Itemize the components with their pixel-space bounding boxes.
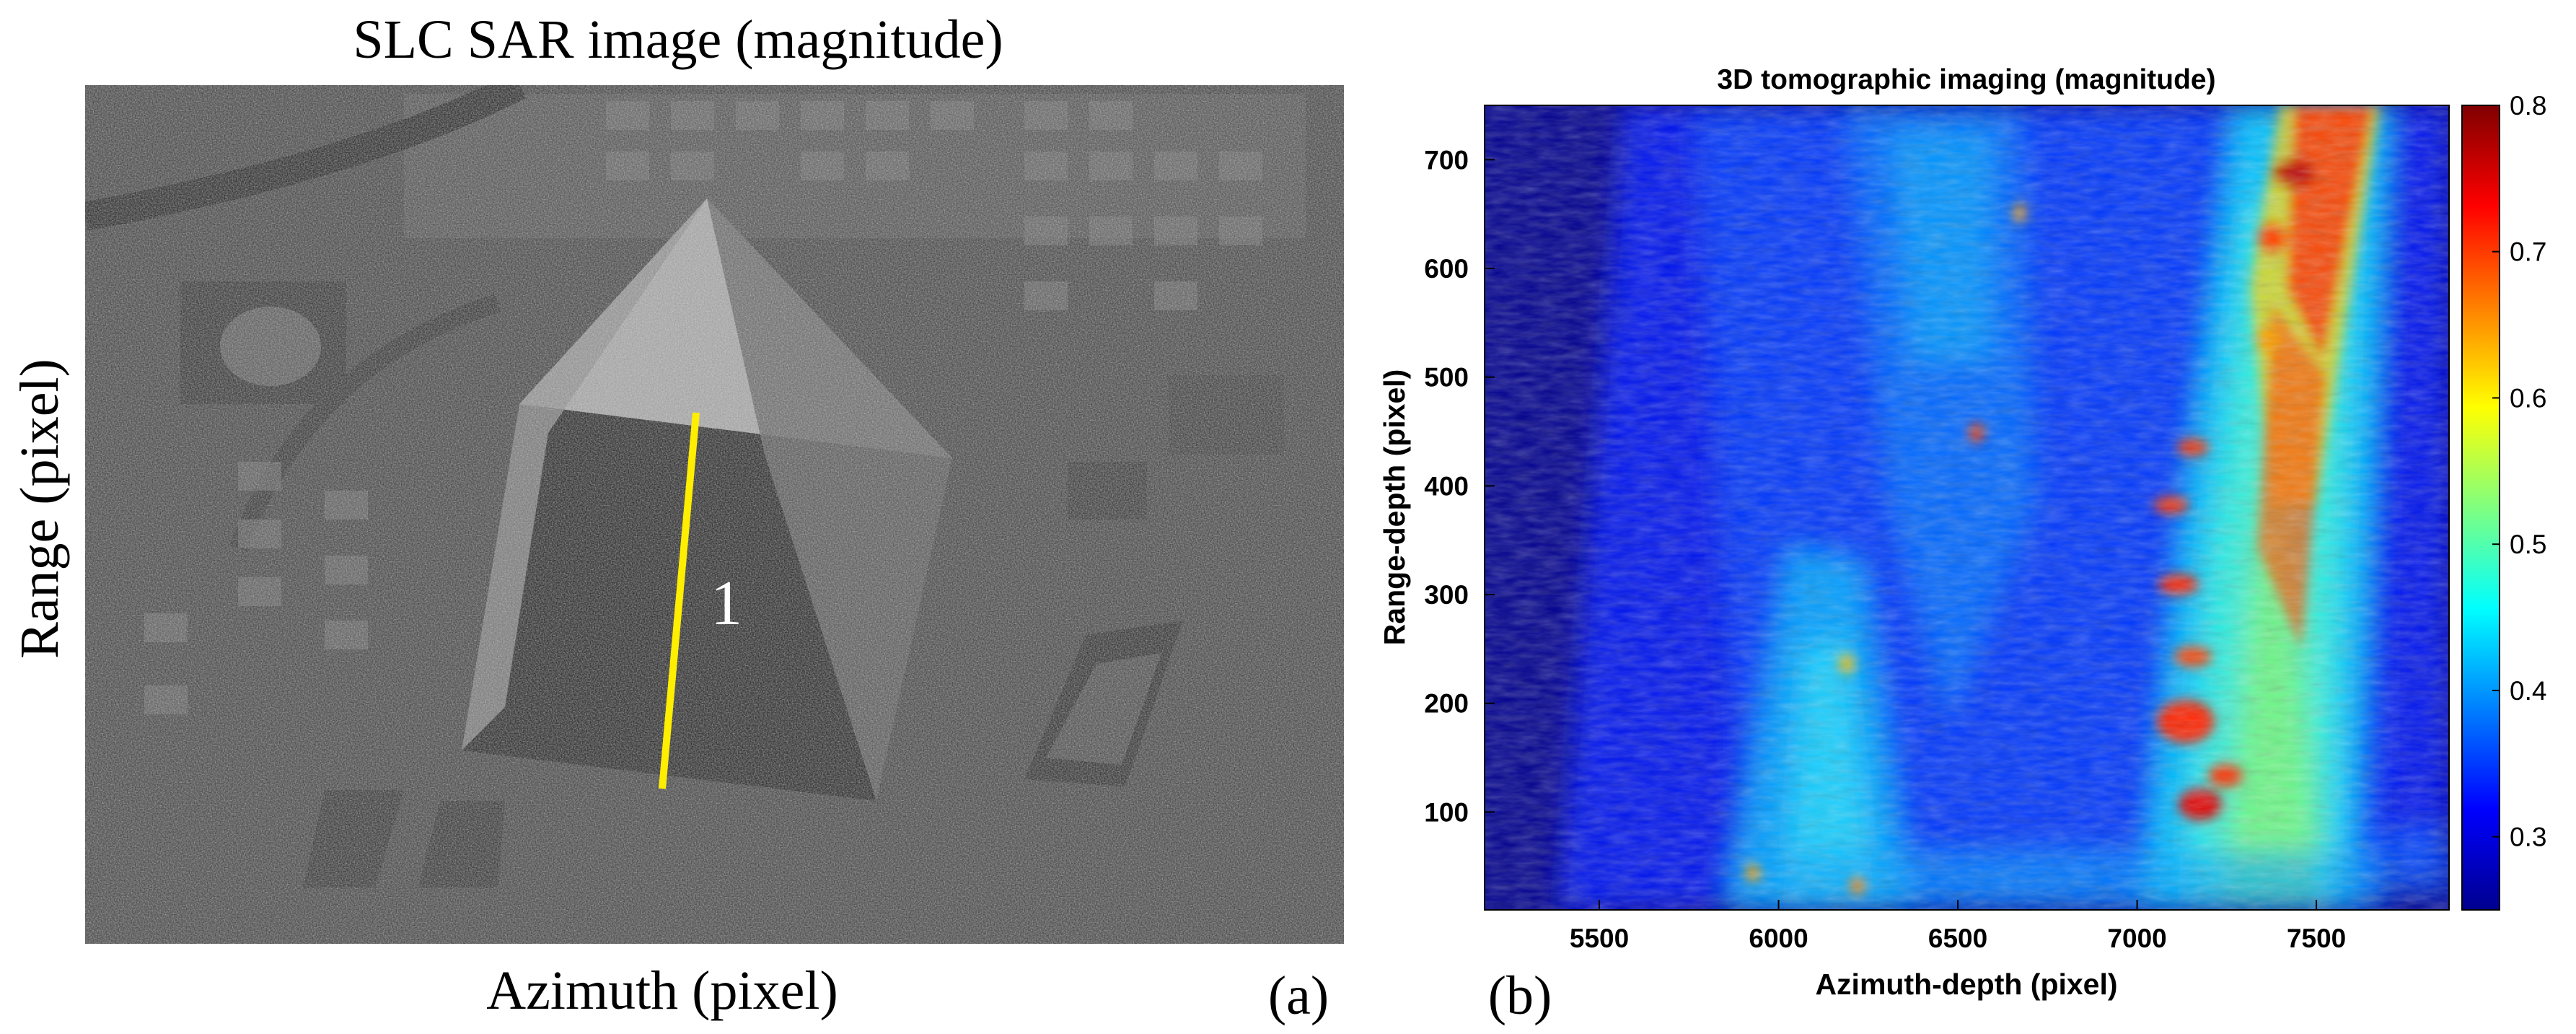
y-tick-label: 300 (1424, 580, 1469, 610)
chart-ylabel: Range-depth (pixel) (1378, 369, 1411, 646)
colorbar-tick-label: 0.7 (2510, 237, 2546, 267)
x-tick-label: 5500 (1570, 924, 1629, 953)
x-tick-label: 7500 (2287, 924, 2346, 953)
profile-line-label: 1 (711, 569, 742, 639)
y-tick-label: 400 (1424, 471, 1469, 501)
x-tick-label: 6500 (1928, 924, 1987, 953)
y-tick-label: 200 (1424, 689, 1469, 719)
panel-a-xlabel: Azimuth (pixel) (486, 960, 838, 1021)
panel-a-title: SLC SAR image (magnitude) (353, 9, 1003, 70)
chart-xlabel: Azimuth-depth (pixel) (1815, 968, 2117, 1001)
x-axis-ticks: 5500 6000 6500 7000 7500 (1570, 900, 2346, 953)
colorbar-tick-label: 0.5 (2510, 530, 2546, 559)
colorbar-tick-label: 0.6 (2510, 383, 2546, 413)
colorbar-tick-label: 0.8 (2510, 91, 2546, 121)
y-axis-ticks: 100 200 300 400 500 600 700 (1424, 145, 1495, 827)
y-tick-label: 100 (1424, 797, 1469, 827)
heatmap-frame (1484, 105, 2450, 911)
heatmap (1485, 105, 2449, 910)
panel-a-ylabel: Range (pixel) (9, 359, 70, 659)
sar-image (85, 85, 1344, 944)
panel-b-label: (b) (1488, 965, 1552, 1026)
chart-title: 3D tomographic imaging (magnitude) (1717, 64, 2215, 95)
colorbar (2461, 105, 2500, 911)
y-tick-label: 500 (1424, 363, 1469, 393)
colorbar-ticks: 0.3 0.4 0.5 0.6 0.7 0.8 (2492, 91, 2546, 852)
colorbar-tick-label: 0.3 (2510, 823, 2546, 852)
y-tick-label: 600 (1424, 254, 1469, 284)
x-tick-label: 7000 (2107, 924, 2166, 953)
x-tick-label: 6000 (1749, 924, 1808, 953)
colorbar-tick-label: 0.4 (2510, 676, 2546, 706)
panel-a-label: (a) (1268, 965, 1329, 1026)
profile-line (659, 412, 700, 789)
y-tick-label: 700 (1424, 145, 1469, 175)
